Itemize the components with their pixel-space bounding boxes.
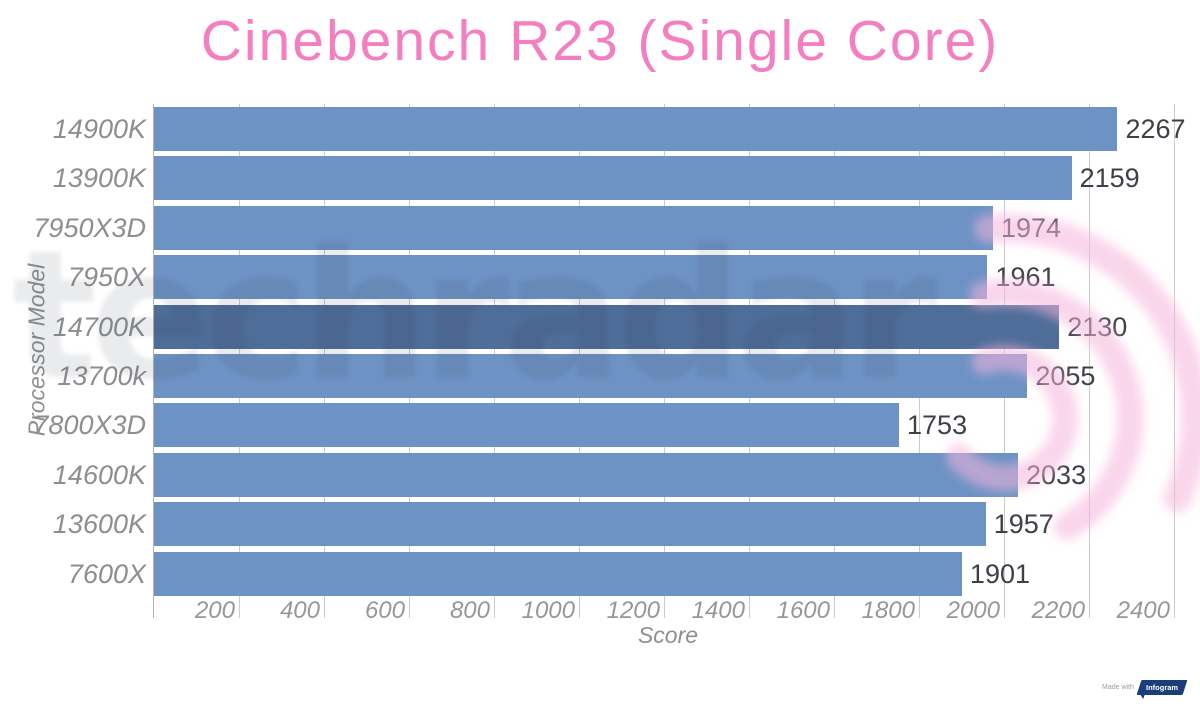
bar-row: 7950X 1961: [0, 252, 1200, 302]
x-tick-label: 200: [194, 597, 235, 624]
bar: [154, 205, 993, 250]
x-tick-label: 400: [279, 597, 320, 624]
category-label: 14600K: [52, 459, 146, 490]
x-tick-label: 1600: [776, 597, 830, 624]
value-label: 1957: [993, 509, 1054, 540]
bar: [154, 452, 1019, 497]
made-with-label: Made with: [1102, 684, 1134, 691]
value-label: 2033: [1026, 459, 1087, 490]
x-tick-label: 1000: [521, 597, 575, 624]
category-label: 13700k: [57, 361, 146, 391]
category-label: 7800X3D: [33, 410, 146, 441]
value-label: 1753: [907, 410, 968, 441]
bar: [154, 156, 1072, 201]
infogram-flag[interactable]: Infogram: [1136, 680, 1188, 699]
bar-row: 14600K 2033: [0, 450, 1200, 500]
bar-row: 7950X3D 1974: [0, 203, 1200, 253]
bar-row: 13600K 1957: [0, 499, 1200, 549]
x-tick-label: 1400: [691, 597, 745, 624]
bar: [154, 255, 988, 300]
infogram-badge[interactable]: Made with Infogram: [1102, 680, 1188, 699]
bar-row: 14900K 2267: [0, 104, 1200, 154]
value-label: 2055: [1035, 361, 1096, 391]
category-label: 13600K: [52, 509, 146, 540]
x-tick-label: 2000: [946, 597, 1000, 624]
x-tick-label: 800: [449, 597, 490, 624]
value-label: 1974: [1000, 212, 1062, 243]
bar-row: 7600X 1901: [0, 549, 1200, 599]
category-label: 14900K: [52, 114, 146, 144]
value-label: 1961: [995, 262, 1056, 293]
infogram-label: Infogram: [1145, 683, 1178, 692]
category-label: 14700K: [52, 311, 146, 342]
value-label: 2267: [1125, 114, 1186, 144]
x-tick-label: 1200: [606, 597, 660, 624]
bar-row: 7800X3D 1753: [0, 400, 1200, 450]
x-tick-label: 600: [364, 597, 405, 624]
bar-row: 13900K 2159: [0, 153, 1200, 203]
value-label: 1901: [969, 558, 1030, 589]
chart-title: Cinebench R23 (Single Core): [200, 9, 1000, 73]
bar: [154, 354, 1028, 398]
category-label: 7600X: [67, 558, 146, 589]
bar: [154, 107, 1118, 151]
category-label: 7950X3D: [33, 212, 146, 243]
x-tick-label: 1800: [861, 597, 915, 624]
x-axis-title: Score: [637, 622, 699, 648]
value-label: 2159: [1079, 163, 1140, 194]
bar: [154, 551, 962, 596]
value-label: 2130: [1067, 311, 1128, 342]
x-tick-label: 2400: [1116, 597, 1170, 624]
category-label: 13900K: [52, 163, 146, 194]
bar: [154, 304, 1060, 349]
flag-tail: [1138, 694, 1145, 699]
category-label: 7950X: [67, 262, 146, 293]
x-tick-label: 2200: [1031, 597, 1085, 624]
bar: [154, 403, 900, 448]
bar-row: 14700K 2130: [0, 302, 1200, 352]
bar-row: 13700k 2055: [0, 351, 1200, 401]
bar: [154, 502, 986, 547]
y-axis-line: [153, 104, 154, 618]
